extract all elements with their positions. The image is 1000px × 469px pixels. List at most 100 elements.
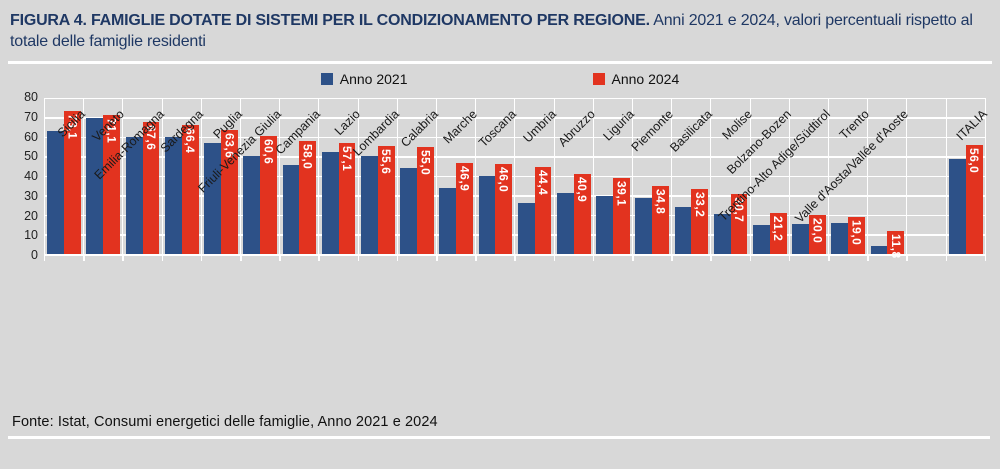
legend-item-anno-2024: Anno 2024 bbox=[592, 71, 680, 87]
bar-anno-2021 bbox=[282, 164, 300, 254]
bar-pair: 60,6 bbox=[243, 98, 277, 254]
category-slot-campania: 58,0 Campania bbox=[273, 98, 323, 261]
bar-pair: 55,6 bbox=[360, 98, 395, 254]
bar-anno-2024: 44,4 bbox=[534, 167, 552, 254]
category-slot-veneto: 71,1 Veneto bbox=[84, 98, 127, 261]
category-slot-calabria: 55,0 Calabria bbox=[398, 98, 441, 261]
chart-legend: Anno 2021 Anno 2024 bbox=[0, 64, 1000, 90]
category-slot-marche: 46,9 Marche bbox=[437, 98, 480, 261]
bar-anno-2024: 30,7 bbox=[730, 194, 748, 254]
bar-anno-2021 bbox=[713, 214, 731, 254]
legend-swatch-2021-icon bbox=[320, 73, 333, 85]
category-slot-sicilia: 73,1 Sicilia bbox=[43, 98, 88, 261]
legend-label-2021: Anno 2021 bbox=[339, 71, 408, 87]
bar-pair: 34,8 bbox=[635, 98, 669, 254]
bar-pair: 40,9 bbox=[556, 98, 591, 254]
bar-anno-2024: 33,2 bbox=[691, 189, 709, 254]
bar-anno-2021 bbox=[674, 206, 692, 254]
bar-anno-2021 bbox=[831, 223, 849, 254]
figure-title: FIGURA 4. FAMIGLIE DOTATE DI SISTEMI PER… bbox=[0, 0, 1000, 58]
y-tick-label-70: 70 bbox=[24, 109, 38, 124]
category-slot-valle-d-aosta-vall-e-d-aoste: 11,8 Valle d'Aosta/Vallée d'Aoste bbox=[793, 98, 911, 261]
bar-anno-2021 bbox=[556, 192, 574, 254]
category-slot-sardegna: 66,4 Sardegna bbox=[157, 98, 206, 261]
y-tick-label-80: 80 bbox=[24, 90, 38, 104]
bar-anno-2021 bbox=[125, 137, 143, 254]
bar-anno-2024: 71,1 bbox=[103, 115, 121, 254]
bar-pair: 57,1 bbox=[321, 98, 356, 254]
bar-anno-2024: 46,0 bbox=[495, 164, 513, 254]
bar-pair: 67,6 bbox=[125, 98, 160, 254]
bar-anno-2024: 56,0 bbox=[965, 144, 983, 254]
bar-anno-2021 bbox=[204, 142, 221, 254]
value-label-2024: 46,9 bbox=[457, 165, 472, 191]
bar-anno-2024: 55,0 bbox=[416, 146, 434, 254]
category-slot-trentino-alto-adige-s-dtirol: 20,0 Trentino-Alto Adige/Südtirol bbox=[716, 98, 833, 261]
value-label-2024: 39,1 bbox=[614, 180, 629, 207]
value-label-2024: 34,8 bbox=[653, 189, 668, 215]
bar-anno-2021 bbox=[47, 131, 65, 254]
value-label-2024: 30,7 bbox=[731, 197, 746, 223]
bar-anno-2024: 63,6 bbox=[220, 129, 238, 254]
bar-anno-2021 bbox=[792, 223, 809, 254]
bar-anno-2024: 39,1 bbox=[612, 177, 630, 254]
legend-item-anno-2021: Anno 2021 bbox=[320, 71, 408, 87]
value-label-2024: 58,0 bbox=[300, 143, 315, 170]
bar-pair: 19,0 bbox=[831, 98, 865, 254]
value-label-2024: 67,6 bbox=[143, 125, 158, 151]
bar-anno-2024: 67,6 bbox=[142, 122, 160, 254]
value-label-2024: 21,2 bbox=[771, 215, 786, 242]
y-axis: 0 10 20 30 40 50 60 70 80 bbox=[6, 90, 44, 262]
bar-pair: 30,7 bbox=[713, 98, 748, 254]
legend-label-2024: Anno 2024 bbox=[611, 71, 680, 87]
bar-pair: 55,0 bbox=[400, 98, 434, 254]
figure-title-bold: FIGURA 4. FAMIGLIE DOTATE DI SISTEMI PER… bbox=[10, 12, 650, 29]
bar-anno-2021 bbox=[635, 197, 653, 254]
figure-title-subtitle: Anni 2021 e 2024, valori percentuali ris… bbox=[10, 12, 973, 50]
bar-anno-2021 bbox=[86, 118, 104, 254]
category-slots: 73,1 Sicilia 71,1 Veneto 67,6 Emilia-Romagna 6… bbox=[43, 98, 990, 261]
bar-pair: 21,2 bbox=[752, 98, 787, 254]
bar-anno-2024: 20,0 bbox=[808, 215, 826, 254]
value-label-2024: 63,6 bbox=[222, 132, 237, 159]
bar-anno-2024: 66,4 bbox=[181, 124, 199, 254]
bar-anno-2021 bbox=[321, 151, 339, 254]
value-label-2024: 66,4 bbox=[183, 127, 198, 153]
y-tick-label-50: 50 bbox=[24, 149, 38, 164]
bar-pair: 73,1 bbox=[47, 98, 81, 254]
bottom-separator-line bbox=[8, 436, 990, 439]
bar-anno-2021 bbox=[164, 137, 182, 254]
y-tick-label-60: 60 bbox=[24, 129, 38, 144]
bar-anno-2021 bbox=[439, 187, 457, 254]
bar-pair: 46,0 bbox=[478, 98, 513, 254]
bar-anno-2021 bbox=[400, 168, 417, 254]
bar-pair: 56,0 bbox=[948, 98, 983, 254]
category-slot-umbria: 44,4 Umbria bbox=[515, 98, 558, 261]
value-label-2024: 73,1 bbox=[65, 114, 80, 140]
category-slot-puglia: 63,6 Puglia bbox=[202, 98, 245, 261]
bar-anno-2024: 73,1 bbox=[64, 111, 81, 254]
category-slot-abruzzo: 40,9 Abruzzo bbox=[555, 98, 598, 261]
value-label-2024: 55,0 bbox=[418, 149, 433, 176]
bar-anno-2021 bbox=[478, 176, 496, 254]
bar-anno-2024: 19,0 bbox=[848, 216, 865, 254]
category-slot-molise: 30,7 Molise bbox=[711, 98, 754, 261]
bar-chart: 0 10 20 30 40 50 60 70 80 73,1 Sicilia 71,1 Veneto 6… bbox=[6, 90, 990, 262]
category-slot-bolzano-bozen: 21,2 Bolzano-Bozen bbox=[724, 98, 794, 261]
y-tick-label-30: 30 bbox=[24, 188, 38, 203]
bar-anno-2024: 58,0 bbox=[299, 140, 317, 254]
category-slot-italia: 56,0 ITALIA bbox=[947, 98, 990, 261]
legend-swatch-2024-icon bbox=[592, 73, 605, 85]
bar-anno-2024: 46,9 bbox=[456, 162, 473, 254]
value-label-2024: 60,6 bbox=[261, 138, 276, 165]
value-label-2024: 19,0 bbox=[849, 219, 864, 246]
bar-anno-2021 bbox=[243, 155, 261, 254]
bar-pair: 33,2 bbox=[674, 98, 709, 254]
bar-pair: 11,8 bbox=[870, 98, 905, 259]
value-label-2024: 71,1 bbox=[104, 118, 119, 144]
x-axis-labels-area bbox=[0, 256, 1000, 406]
spacer-slot bbox=[907, 98, 948, 261]
value-label-2024: 33,2 bbox=[692, 192, 707, 218]
category-slot-lazio: 57,1 Lazio bbox=[319, 98, 362, 261]
